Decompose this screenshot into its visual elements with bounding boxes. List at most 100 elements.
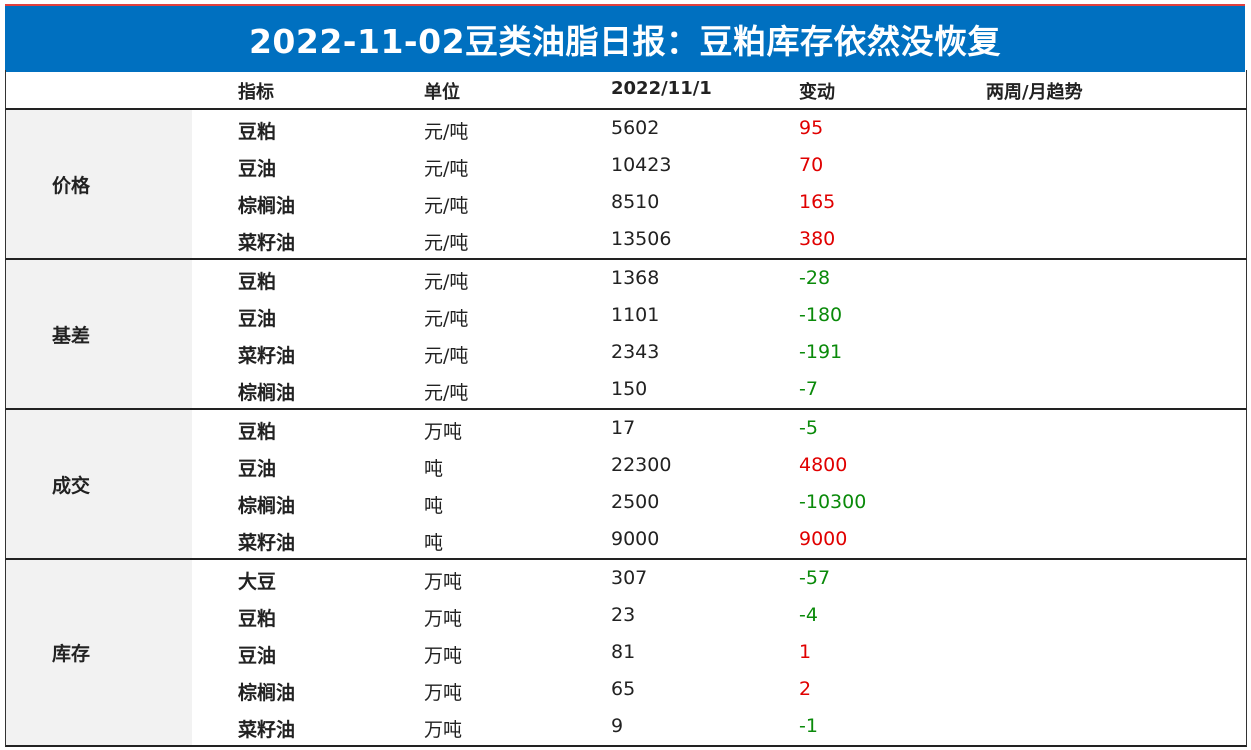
row-unit: 万吨 <box>424 682 463 704</box>
row-value: 150 <box>611 378 648 400</box>
row-unit: 吨 <box>424 532 444 554</box>
table-row: 菜籽油 元/吨 13506 380 <box>6 221 1246 258</box>
row-indicator: 豆粕 <box>238 121 277 143</box>
row-value: 22300 <box>611 454 672 476</box>
row-unit: 元/吨 <box>424 158 469 180</box>
row-indicator: 豆粕 <box>238 421 277 443</box>
row-change: -57 <box>799 567 831 589</box>
report-title: 2022-11-02豆类油脂日报：豆粕库存依然没恢复 <box>5 4 1245 72</box>
row-unit: 元/吨 <box>424 271 469 293</box>
section-label: 成交 <box>6 410 192 558</box>
row-change: 380 <box>799 228 836 250</box>
table-row: 菜籽油 吨 9000 9000 <box>6 521 1246 558</box>
row-indicator: 大豆 <box>238 571 277 593</box>
section-3: 库存 大豆 万吨 307 -57 豆粕 万吨 23 -4 豆油 万吨 81 1 棕榈油 万吨 65 2 菜籽油 万吨… <box>5 560 1247 747</box>
row-value: 2343 <box>611 341 660 363</box>
row-change: 70 <box>799 154 824 176</box>
table-row: 棕榈油 元/吨 150 -7 <box>6 371 1246 408</box>
table-row: 大豆 万吨 307 -57 <box>6 560 1246 597</box>
table-row: 豆油 吨 22300 4800 <box>6 447 1246 484</box>
row-unit: 元/吨 <box>424 308 469 330</box>
row-value: 9 <box>611 715 624 737</box>
section-label: 库存 <box>6 560 192 745</box>
table-row: 豆粕 元/吨 5602 95 <box>6 110 1246 147</box>
row-unit: 元/吨 <box>424 382 469 404</box>
row-unit: 万吨 <box>424 421 463 443</box>
row-unit: 万吨 <box>424 571 463 593</box>
row-indicator: 菜籽油 <box>238 232 296 254</box>
row-change: -7 <box>799 378 818 400</box>
table-row: 豆粕 万吨 23 -4 <box>6 597 1246 634</box>
section-1: 基差 豆粕 元/吨 1368 -28 豆油 元/吨 1101 -180 菜籽油 元/吨 2343 -19… <box>5 260 1247 410</box>
table-row: 菜籽油 元/吨 2343 -191 <box>6 334 1246 371</box>
header-date: 2022/11/1 <box>611 78 712 99</box>
section-label: 价格 <box>6 110 192 258</box>
row-indicator: 豆粕 <box>238 608 277 630</box>
row-indicator: 豆油 <box>238 458 277 480</box>
header-unit: 单位 <box>424 82 460 103</box>
row-change: 1 <box>799 641 812 663</box>
row-value: 23 <box>611 604 636 626</box>
table-header: 指标 单位 2022/11/1 变动 两周/月趋势 <box>5 70 1247 110</box>
row-indicator: 棕榈油 <box>238 382 296 404</box>
row-indicator: 棕榈油 <box>238 682 296 704</box>
row-indicator: 豆油 <box>238 158 277 180</box>
section-0: 价格 豆粕 元/吨 5602 95 豆油 元/吨 10423 70 棕榈油 元/吨 8510 165 菜籽… <box>5 110 1247 260</box>
header-change: 变动 <box>799 82 835 103</box>
row-indicator: 棕榈油 <box>238 495 296 517</box>
row-value: 8510 <box>611 191 660 213</box>
row-value: 307 <box>611 567 648 589</box>
table-row: 棕榈油 万吨 65 2 <box>6 671 1246 708</box>
table-row: 豆油 元/吨 1101 -180 <box>6 297 1246 334</box>
row-unit: 万吨 <box>424 645 463 667</box>
row-value: 2500 <box>611 491 660 513</box>
row-indicator: 豆油 <box>238 308 277 330</box>
row-change: -180 <box>799 304 843 326</box>
table-row: 豆油 万吨 81 1 <box>6 634 1246 671</box>
row-value: 17 <box>611 417 636 439</box>
row-unit: 吨 <box>424 495 444 517</box>
header-indicator: 指标 <box>238 82 274 103</box>
row-change: -5 <box>799 417 818 439</box>
row-unit: 元/吨 <box>424 232 469 254</box>
row-unit: 万吨 <box>424 719 463 741</box>
section-label: 基差 <box>6 260 192 408</box>
row-indicator: 菜籽油 <box>238 532 296 554</box>
row-change: 9000 <box>799 528 848 550</box>
row-change: 4800 <box>799 454 848 476</box>
table-row: 豆粕 万吨 17 -5 <box>6 410 1246 447</box>
table-row: 豆油 元/吨 10423 70 <box>6 147 1246 184</box>
row-indicator: 棕榈油 <box>238 195 296 217</box>
row-value: 13506 <box>611 228 672 250</box>
row-value: 1101 <box>611 304 660 326</box>
row-unit: 吨 <box>424 458 444 480</box>
row-change: -1 <box>799 715 818 737</box>
table-row: 菜籽油 万吨 9 -1 <box>6 708 1246 745</box>
header-trend: 两周/月趋势 <box>986 82 1083 103</box>
row-value: 65 <box>611 678 636 700</box>
row-unit: 万吨 <box>424 608 463 630</box>
row-value: 10423 <box>611 154 672 176</box>
row-value: 9000 <box>611 528 660 550</box>
row-change: -4 <box>799 604 818 626</box>
row-change: -28 <box>799 267 831 289</box>
row-change: 165 <box>799 191 836 213</box>
table-row: 豆粕 元/吨 1368 -28 <box>6 260 1246 297</box>
row-value: 81 <box>611 641 636 663</box>
row-change: -191 <box>799 341 843 363</box>
table-row: 棕榈油 吨 2500 -10300 <box>6 484 1246 521</box>
row-indicator: 菜籽油 <box>238 719 296 741</box>
row-unit: 元/吨 <box>424 195 469 217</box>
row-unit: 元/吨 <box>424 345 469 367</box>
row-indicator: 菜籽油 <box>238 345 296 367</box>
row-change: -10300 <box>799 491 867 513</box>
row-value: 1368 <box>611 267 660 289</box>
row-value: 5602 <box>611 117 660 139</box>
section-2: 成交 豆粕 万吨 17 -5 豆油吨 22300 4800 棕榈油吨 2500 -10300 菜籽油吨… <box>5 410 1247 560</box>
table-row: 棕榈油 元/吨 8510 165 <box>6 184 1246 221</box>
row-indicator: 豆粕 <box>238 271 277 293</box>
row-indicator: 豆油 <box>238 645 277 667</box>
row-unit: 元/吨 <box>424 121 469 143</box>
row-change: 95 <box>799 117 824 139</box>
